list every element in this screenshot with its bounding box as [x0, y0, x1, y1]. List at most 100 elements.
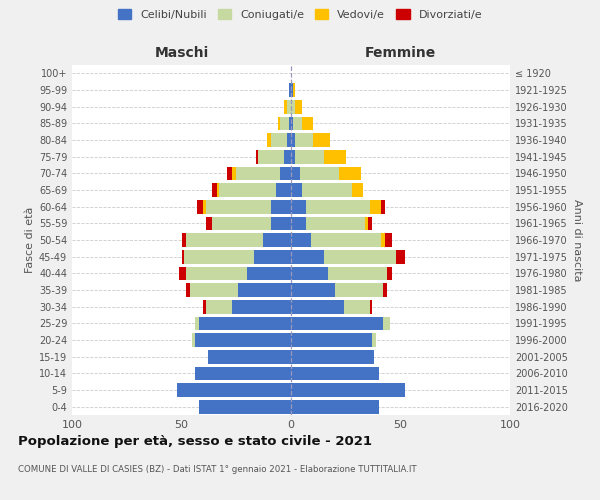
- Bar: [289, 116, 291, 130]
- Bar: [291, 316, 383, 330]
- Bar: [263, 233, 291, 247]
- Text: Popolazione per età, sesso e stato civile - 2021: Popolazione per età, sesso e stato civil…: [18, 435, 372, 448]
- Bar: [232, 166, 236, 180]
- Bar: [194, 333, 291, 347]
- Bar: [232, 300, 291, 314]
- Bar: [182, 250, 184, 264]
- Bar: [291, 183, 302, 197]
- Bar: [300, 166, 339, 180]
- Bar: [177, 383, 291, 397]
- Bar: [291, 266, 328, 280]
- Bar: [291, 83, 293, 97]
- Bar: [193, 333, 194, 347]
- Bar: [287, 133, 291, 147]
- Bar: [365, 216, 368, 230]
- Bar: [208, 350, 291, 364]
- Bar: [291, 150, 295, 164]
- Bar: [293, 116, 302, 130]
- Bar: [324, 150, 346, 164]
- Bar: [307, 216, 365, 230]
- Bar: [291, 366, 379, 380]
- Bar: [278, 116, 280, 130]
- Bar: [247, 266, 291, 280]
- Bar: [368, 216, 372, 230]
- Bar: [190, 283, 238, 297]
- Text: Maschi: Maschi: [154, 46, 209, 60]
- Bar: [203, 200, 206, 213]
- Bar: [381, 233, 385, 247]
- Bar: [219, 183, 275, 197]
- Bar: [284, 100, 287, 114]
- Bar: [258, 150, 284, 164]
- Bar: [199, 316, 291, 330]
- Bar: [280, 116, 289, 130]
- Bar: [293, 83, 295, 97]
- Bar: [291, 283, 335, 297]
- Bar: [291, 216, 307, 230]
- Bar: [254, 250, 291, 264]
- Bar: [372, 333, 376, 347]
- Bar: [267, 133, 271, 147]
- Bar: [291, 233, 311, 247]
- Bar: [256, 150, 258, 164]
- Bar: [206, 216, 212, 230]
- Bar: [280, 166, 291, 180]
- Bar: [236, 166, 280, 180]
- Bar: [291, 133, 295, 147]
- Bar: [352, 183, 363, 197]
- Bar: [186, 283, 190, 297]
- Bar: [291, 250, 324, 264]
- Bar: [287, 100, 291, 114]
- Bar: [186, 233, 263, 247]
- Bar: [291, 300, 344, 314]
- Bar: [182, 233, 186, 247]
- Legend: Celibi/Nubili, Coniugati/e, Vedovi/e, Divorziati/e: Celibi/Nubili, Coniugati/e, Vedovi/e, Di…: [113, 5, 487, 24]
- Bar: [291, 383, 405, 397]
- Bar: [289, 83, 291, 97]
- Bar: [383, 283, 388, 297]
- Bar: [227, 166, 232, 180]
- Text: COMUNE DI VALLE DI CASIES (BZ) - Dati ISTAT 1° gennaio 2021 - Elaborazione TUTTI: COMUNE DI VALLE DI CASIES (BZ) - Dati IS…: [18, 465, 416, 474]
- Bar: [194, 366, 291, 380]
- Bar: [295, 100, 302, 114]
- Bar: [388, 266, 392, 280]
- Bar: [238, 283, 291, 297]
- Bar: [203, 300, 206, 314]
- Bar: [385, 233, 392, 247]
- Bar: [206, 200, 271, 213]
- Bar: [311, 233, 381, 247]
- Bar: [344, 300, 370, 314]
- Text: Femmine: Femmine: [365, 46, 436, 60]
- Bar: [313, 133, 331, 147]
- Bar: [291, 350, 374, 364]
- Bar: [295, 150, 324, 164]
- Bar: [212, 183, 217, 197]
- Bar: [271, 133, 287, 147]
- Bar: [396, 250, 405, 264]
- Bar: [194, 316, 199, 330]
- Bar: [335, 283, 383, 297]
- Bar: [328, 266, 388, 280]
- Bar: [206, 300, 232, 314]
- Bar: [271, 216, 291, 230]
- Bar: [291, 333, 372, 347]
- Bar: [197, 200, 203, 213]
- Bar: [324, 250, 396, 264]
- Bar: [284, 150, 291, 164]
- Bar: [217, 183, 219, 197]
- Y-axis label: Anni di nascita: Anni di nascita: [572, 198, 582, 281]
- Bar: [184, 250, 254, 264]
- Bar: [295, 133, 313, 147]
- Bar: [307, 200, 370, 213]
- Bar: [291, 100, 295, 114]
- Bar: [271, 200, 291, 213]
- Bar: [381, 200, 385, 213]
- Bar: [186, 266, 247, 280]
- Bar: [383, 316, 389, 330]
- Bar: [302, 116, 313, 130]
- Bar: [339, 166, 361, 180]
- Bar: [291, 116, 293, 130]
- Bar: [370, 200, 381, 213]
- Bar: [291, 200, 307, 213]
- Bar: [199, 400, 291, 413]
